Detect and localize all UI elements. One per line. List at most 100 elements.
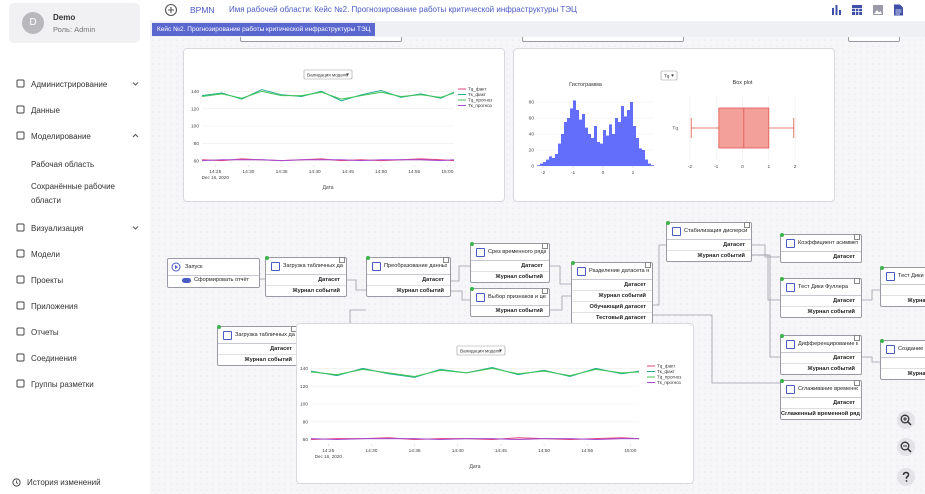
dropdown[interactable]: Tq [660,70,678,81]
legend-label: Tq_факт [468,87,487,92]
dropdown[interactable]: Валидация модели [303,69,353,80]
nav-label: Сохранённые рабочие области [31,182,115,205]
user-card[interactable]: D Demo Роль: Admin [9,3,140,43]
x-date-label: Dec 16, 2020 [202,175,230,180]
chevron[interactable] [132,132,139,139]
chevron[interactable] [132,80,139,87]
sidebar: D Demo Роль: Admin Администрирование Данн… [0,0,151,494]
lens-handle [907,421,912,426]
dropdown-arrow [346,73,349,76]
node-header: Дифференцирование вр [781,336,861,353]
series-line [201,90,455,100]
y-tick-label: 60 [194,158,200,164]
node-port: Датасет [781,296,861,307]
chevron[interactable] [132,224,139,231]
zoom-button[interactable] [897,468,915,486]
dropdown-box [660,70,678,81]
node-dot [366,256,370,260]
chevron-shape [132,226,139,230]
node[interactable]: Выбор признаков и целе Журнал событий [470,287,550,317]
dropdown-label: Валидация модели [307,72,348,77]
node-port: Датасет [266,275,346,286]
add-button[interactable] [164,3,178,17]
x-tick-label: -1 [571,170,576,176]
histogram-bar [561,134,564,166]
dropdown[interactable]: Валидация модели [456,345,506,356]
chart-button[interactable] [832,5,841,15]
nav-label: Группы разметки [31,380,94,389]
histogram-bar [573,100,576,166]
legend-label: Tк_прогноз [657,380,681,385]
image-button[interactable] [873,5,883,15]
history-label: История изменений [27,478,101,487]
histogram-bar [633,126,636,166]
nav-icon-shape [16,275,25,284]
node-title: Создание [898,346,924,352]
tab-bar: Кейс №2. Прогнозирование работы критичес… [150,21,925,38]
node-port: Журнал событий [396,288,444,294]
y-tick-label: 100 [191,124,199,130]
x-axis-title: Дата [322,185,333,191]
dropdown-box [303,69,353,80]
x-tick-label: 0 [741,164,744,170]
nav-icon [16,249,25,258]
nav-icon-shape [16,327,25,336]
doc-button[interactable] [894,4,903,16]
zoom-button[interactable] [897,438,915,456]
node-port: Журнал событий [697,253,745,259]
node[interactable]: Загрузка табличных дан Датасет Журнал собы… [217,325,299,366]
node-dot [470,287,474,291]
tab[interactable]: Кейс №2. Прогнозирование работы критичес… [152,23,376,36]
x-tick-label: 0 [602,170,605,176]
node-dot [780,334,784,338]
node-dot [780,277,784,281]
node-corner [443,257,449,263]
histogram-bar [588,134,591,166]
y-tick-label: 120 [300,384,308,390]
node-title: Загрузка табличных дан [283,263,343,269]
node-port: Журнал событий [495,308,543,314]
node-header: Преобразование данных [367,258,450,275]
histogram-bar [615,118,618,166]
node[interactable]: Тест Дики Фуллера Датасет Журнал событий [780,277,862,318]
node[interactable]: Запуск Сформировать отчёт [167,258,260,288]
node-port: Датасет [572,280,652,291]
histogram-bar [585,127,588,166]
x-tick-label: -2 [688,164,693,170]
node-port: Журнал событий [907,371,925,377]
histogram-bar [600,143,603,166]
report-toggle[interactable]: Сформировать отчёт [168,276,259,287]
node-port: Обучающий датасет [572,302,652,313]
node-icon [786,239,795,248]
x-tick-label: 14:40 [309,169,321,175]
node-title: Преобразование данных [384,263,447,269]
node[interactable]: Сглаживание временног Датасет Сглаженный в… [780,379,862,420]
table-button[interactable] [852,5,862,15]
zoom-button[interactable] [897,411,915,429]
histogram-bar [606,135,609,166]
node[interactable]: Тест Дики Фуллера Датасет Журнал событий [880,266,925,307]
node-corner [744,222,750,228]
node[interactable]: Преобразование данных Датасет Журнал событ… [366,256,451,297]
node[interactable]: Стабилизация дисперси Датасет Журнал событ… [666,221,752,262]
node-icon [786,385,795,394]
node[interactable]: Коэффициент асимметри Датасет [780,233,862,263]
edge [548,265,571,285]
chevron-shape [132,133,139,138]
node-icon [672,227,681,236]
nav-label: Администрирование [31,80,108,89]
node-icon [372,262,381,271]
node[interactable]: Загрузка табличных дан Датасет Журнал собы… [265,256,347,297]
node[interactable]: Срез временного ряда п Датасет Журнал собы… [470,242,550,283]
node-port: Датасет [881,358,925,369]
node[interactable]: Дифференцирование вр Датасет Журнал событи… [780,334,862,375]
node[interactable]: Создание Датасет Журнал событий [880,339,925,380]
node-dot [780,233,784,237]
node-icon [886,272,895,281]
nav-icon [16,79,25,88]
node-title: Дифференцирование вр [798,341,858,347]
node-header: Срез временного ряда п [471,244,549,261]
node-header: Загрузка табличных дан [218,327,298,344]
node-port: Журнал событий [292,288,340,294]
